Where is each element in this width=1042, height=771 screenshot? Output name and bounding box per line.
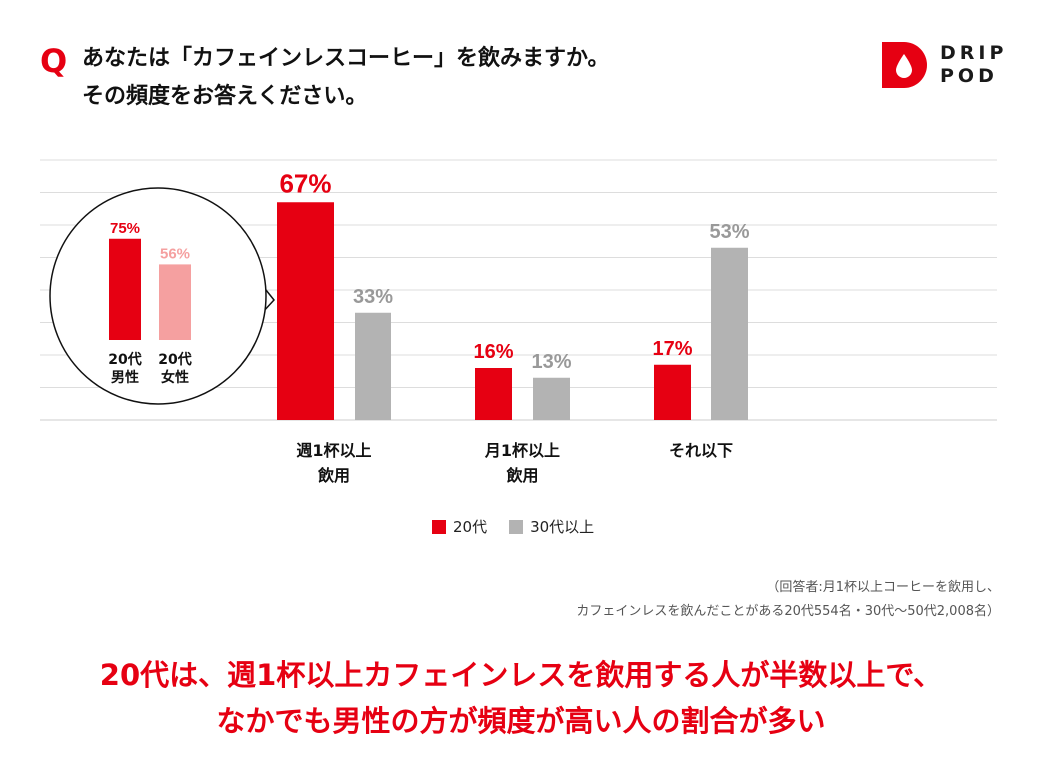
question-mark: Q xyxy=(40,42,68,80)
inset-category-label: 女性 xyxy=(161,369,189,386)
drip-pod-logo-icon xyxy=(882,42,927,88)
data-label: 17% xyxy=(652,338,692,360)
category-label: 月1杯以上 xyxy=(484,441,560,460)
inset-category-label: 男性 xyxy=(111,369,139,386)
bar xyxy=(654,364,691,420)
brand-name: DRIP POD xyxy=(940,42,1007,88)
question-line-2: その頻度をお答えください。 xyxy=(82,84,368,109)
bar xyxy=(711,247,748,420)
category-label: 週1杯以上 xyxy=(296,441,371,460)
bar xyxy=(475,368,512,420)
legend-item-30s-plus: 30代以上 xyxy=(509,516,594,537)
legend-item-20s: 20代 xyxy=(432,516,487,537)
category-label: 飲用 xyxy=(505,466,538,485)
data-label: 53% xyxy=(709,221,749,243)
category-label: それ以下 xyxy=(669,441,733,460)
inset-category-label: 20代 xyxy=(158,351,191,368)
inset-bar xyxy=(159,264,191,340)
note-line-2: カフェインレスを飲んだことがある20代554名・30代〜50代2,008名） xyxy=(576,604,1000,619)
inset-category-label: 20代 xyxy=(108,351,141,368)
data-label: 13% xyxy=(531,351,571,373)
conclusion-text: 20代は、週1杯以上カフェインレスを飲用する人が半数以上で、 なかでも男性の方が… xyxy=(0,652,1042,744)
legend-label-30s-plus: 30代以上 xyxy=(530,518,595,536)
data-label: 67% xyxy=(279,168,331,198)
data-label: 33% xyxy=(353,286,393,308)
conclusion-line-1: 20代は、週1杯以上カフェインレスを飲用する人が半数以上で、 xyxy=(99,658,943,692)
note-line-1: （回答者:月1杯以上コーヒーを飲用し、 xyxy=(766,580,1000,595)
bar xyxy=(277,202,334,420)
legend-swatch-30s-plus xyxy=(509,519,524,534)
chart-legend: 20代 30代以上 xyxy=(432,516,616,537)
respondent-note: （回答者:月1杯以上コーヒーを飲用し、 カフェインレスを飲んだことがある20代5… xyxy=(576,576,1000,624)
bar xyxy=(533,377,570,420)
inset-bar xyxy=(109,238,141,340)
brand-line-1: DRIP xyxy=(940,42,1008,64)
callout-circle xyxy=(49,187,267,405)
category-label: 飲用 xyxy=(317,466,350,485)
question-line-1: あなたは「カフェインレスコーヒー」を飲みますか。 xyxy=(82,46,610,71)
data-label: 16% xyxy=(473,341,513,363)
conclusion-line-2: なかでも男性の方が頻度が高い人の割合が多い xyxy=(216,704,826,738)
question-text: あなたは「カフェインレスコーヒー」を飲みますか。 その頻度をお答えください。 xyxy=(82,40,610,116)
legend-label-20s: 20代 xyxy=(453,518,488,536)
bar xyxy=(355,312,391,420)
inset-data-label: 75% xyxy=(110,220,140,237)
legend-swatch-20s xyxy=(432,519,446,534)
brand-logo: DRIP POD xyxy=(882,42,1007,88)
inset-data-label: 56% xyxy=(160,245,190,262)
brand-line-2: POD xyxy=(940,65,998,87)
